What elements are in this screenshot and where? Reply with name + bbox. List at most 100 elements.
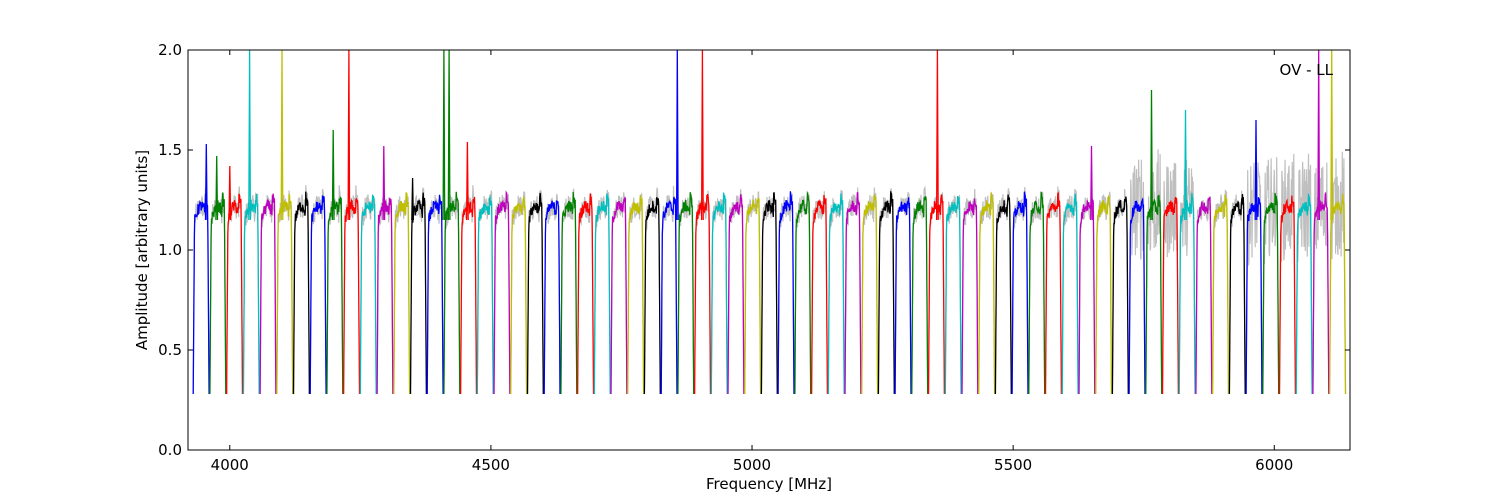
spike-18 — [1254, 119, 1258, 221]
band-trace-54 — [1095, 195, 1113, 395]
spike-9 — [442, 50, 446, 221]
x-tick-label-1: 4500 — [472, 456, 510, 474]
y-axis-label: Amplitude [arbitrary units] — [133, 150, 151, 350]
band-trace-3 — [242, 193, 260, 395]
band-trace-42 — [894, 197, 912, 395]
tick-layer: 4000 4500 5000 5500 6000 0.0 0.5 1.0 1.5 2.0 — [158, 41, 1350, 474]
band-trace-32 — [727, 194, 745, 395]
series-layer — [192, 50, 1347, 395]
band-trace-25 — [610, 197, 628, 395]
band-trace-64 — [1262, 192, 1280, 395]
band-trace-63 — [1245, 197, 1263, 395]
band-trace-26 — [627, 194, 645, 395]
band-trace-24 — [593, 193, 611, 395]
band-trace-6 — [292, 191, 311, 395]
band-trace-21 — [543, 200, 561, 395]
band-trace-19 — [510, 196, 528, 395]
band-trace-28 — [660, 196, 678, 395]
y-tick-label-0: 0.0 — [158, 441, 182, 459]
band-trace-20 — [526, 192, 544, 395]
band-trace-65 — [1278, 195, 1297, 395]
background-band-45 — [944, 194, 962, 395]
y-tick-label-3: 1.5 — [158, 141, 182, 159]
band-trace-34 — [760, 192, 778, 395]
band-trace-47 — [978, 191, 996, 395]
band-trace-62 — [1228, 194, 1246, 395]
spike-0 — [204, 143, 208, 221]
band-trace-17 — [476, 194, 494, 395]
spike-8 — [411, 177, 414, 221]
band-trace-43 — [911, 195, 929, 395]
spike-6 — [347, 50, 351, 221]
band-trace-56 — [1128, 198, 1146, 395]
band-trace-29 — [677, 192, 695, 395]
band-trace-8 — [326, 196, 344, 395]
background-band-37 — [811, 191, 828, 395]
x-tick-label-4: 6000 — [1255, 456, 1293, 474]
band-trace-31 — [710, 192, 728, 395]
spike-2 — [228, 165, 232, 221]
spike-10 — [447, 50, 451, 221]
background-band-68 — [1329, 151, 1347, 395]
band-trace-36 — [794, 192, 812, 395]
background-band-48 — [994, 188, 1012, 395]
spike-15 — [1090, 145, 1093, 221]
plot-background — [188, 50, 1350, 450]
x-tick-label-3: 5500 — [994, 456, 1032, 474]
band-trace-41 — [877, 191, 895, 395]
spike-12 — [675, 50, 679, 221]
band-trace-18 — [493, 190, 511, 395]
band-trace-55 — [1111, 196, 1129, 395]
background-band-67 — [1312, 162, 1330, 395]
band-trace-52 — [1061, 193, 1079, 395]
band-trace-22 — [560, 191, 578, 395]
spike-11 — [465, 141, 469, 221]
band-trace-66 — [1295, 193, 1313, 395]
band-trace-10 — [359, 194, 377, 395]
band-trace-38 — [827, 193, 845, 395]
band-trace-45 — [944, 195, 962, 395]
band-trace-67 — [1312, 191, 1330, 395]
band-trace-33 — [744, 197, 762, 395]
band-trace-60 — [1195, 196, 1213, 395]
band-trace-9 — [342, 197, 361, 395]
background-band-31 — [710, 197, 728, 395]
band-trace-14 — [426, 194, 444, 395]
band-trace-59 — [1178, 192, 1196, 395]
band-trace-5 — [276, 193, 294, 395]
spike-13 — [700, 50, 704, 221]
background-band-58 — [1161, 162, 1179, 395]
band-trace-58 — [1161, 196, 1180, 395]
background-band-65 — [1278, 153, 1296, 395]
spike-17 — [1184, 109, 1187, 221]
x-tick-label-2: 5000 — [733, 456, 771, 474]
background-band-5 — [276, 190, 294, 395]
background-band-63 — [1245, 162, 1263, 395]
x-tick-label-0: 4000 — [211, 456, 249, 474]
band-trace-27 — [643, 197, 661, 395]
spike-4 — [280, 50, 284, 221]
band-trace-4 — [259, 193, 277, 395]
y-tick-label-4: 2.0 — [158, 41, 182, 59]
spike-5 — [331, 129, 335, 221]
band-trace-48 — [994, 194, 1012, 395]
y-tick-label-2: 1.0 — [158, 241, 182, 259]
spike-7 — [382, 145, 386, 221]
band-trace-46 — [961, 198, 979, 395]
annotation-label: OV - LL — [1280, 61, 1334, 79]
band-trace-50 — [1028, 191, 1046, 395]
x-axis-label: Frequency [MHz] — [706, 475, 832, 493]
band-trace-61 — [1211, 194, 1230, 395]
spike-19 — [1317, 50, 1321, 221]
background-band-66 — [1295, 153, 1313, 395]
background-band-59 — [1178, 160, 1196, 395]
spike-1 — [215, 155, 219, 221]
band-trace-39 — [844, 192, 862, 395]
band-trace-7 — [309, 195, 327, 395]
band-trace-23 — [576, 193, 595, 395]
band-trace-57 — [1145, 194, 1163, 395]
band-trace-12 — [393, 192, 411, 395]
band-trace-40 — [861, 194, 879, 395]
